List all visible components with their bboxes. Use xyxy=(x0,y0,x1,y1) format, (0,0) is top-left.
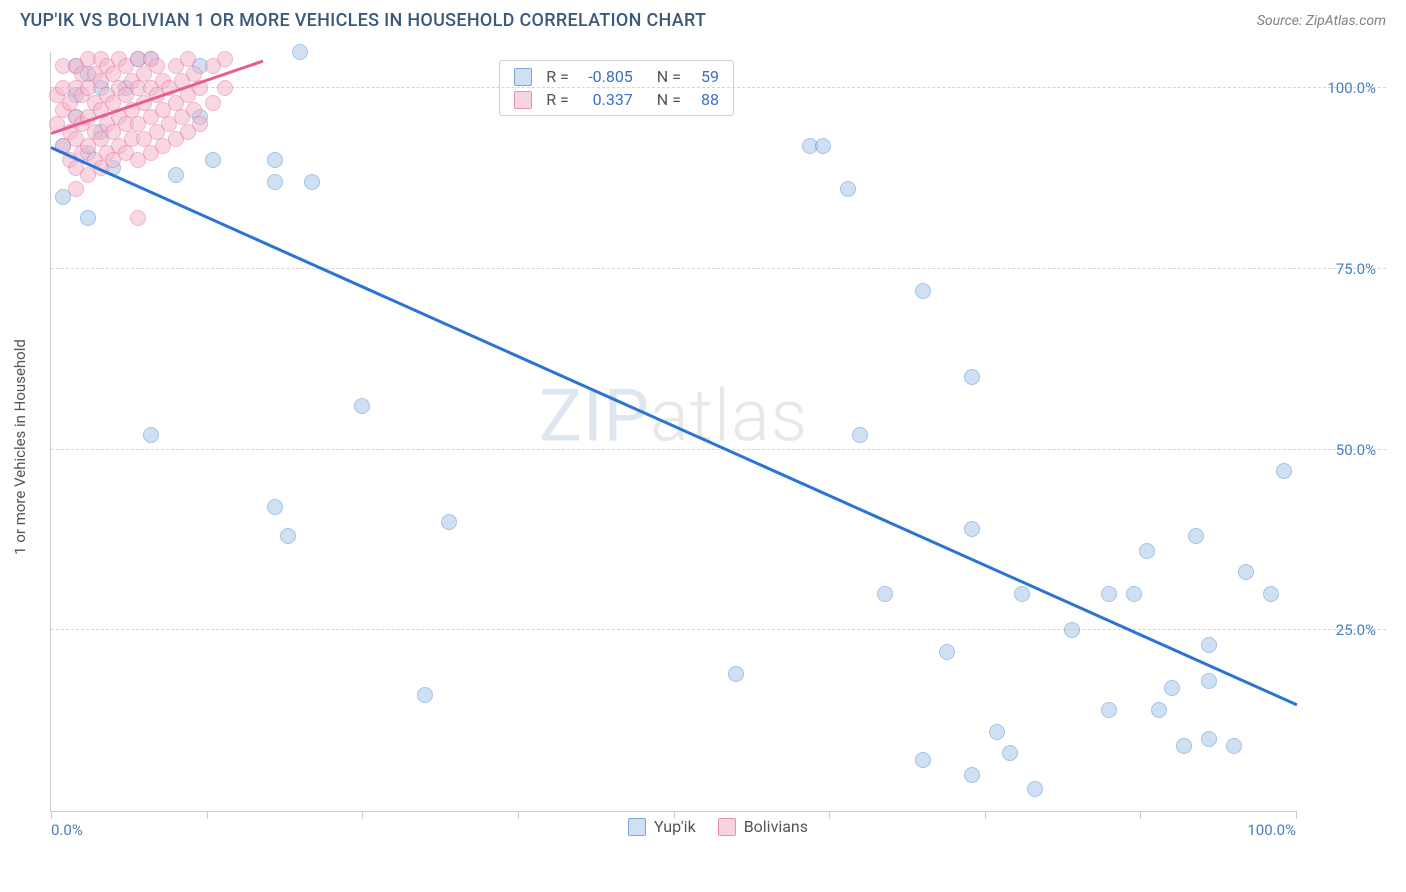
header: YUP'IK VS BOLIVIAN 1 OR MORE VEHICLES IN… xyxy=(0,0,1406,37)
legend-item: Yup'ik xyxy=(628,817,696,836)
legend-swatch xyxy=(718,818,736,836)
x-tick xyxy=(985,811,986,819)
legend-swatch xyxy=(514,68,532,86)
scatter-point xyxy=(280,528,296,544)
legend-label: Yup'ik xyxy=(654,817,696,836)
x-tick xyxy=(1296,811,1297,819)
scatter-point xyxy=(1014,586,1030,602)
legend-item: Bolivians xyxy=(718,817,808,836)
scatter-point xyxy=(964,369,980,385)
gridline xyxy=(51,87,1386,88)
scatter-point xyxy=(1276,463,1292,479)
scatter-point xyxy=(267,152,283,168)
scatter-point xyxy=(1201,637,1217,653)
plot-area: ZIPatlas R =-0.805N =59R =0.337N =88 25.… xyxy=(50,52,1296,812)
scatter-point xyxy=(292,44,308,60)
r-label: R = xyxy=(546,67,569,86)
scatter-point xyxy=(1101,586,1117,602)
scatter-point xyxy=(852,427,868,443)
watermark: ZIPatlas xyxy=(539,374,808,459)
scatter-point xyxy=(1164,680,1180,696)
legend-stat-row: R = -0.805 N = 59 xyxy=(514,65,719,88)
scatter-point xyxy=(205,152,221,168)
scatter-point xyxy=(1139,543,1155,559)
scatter-point xyxy=(168,167,184,183)
scatter-point xyxy=(989,724,1005,740)
scatter-point xyxy=(354,398,370,414)
n-value: 59 xyxy=(689,67,719,86)
n-value: 88 xyxy=(689,90,719,109)
source-attribution: Source: ZipAtlas.com xyxy=(1257,13,1386,29)
scatter-point xyxy=(815,138,831,154)
scatter-point xyxy=(267,174,283,190)
legend-swatch xyxy=(628,818,646,836)
y-tick-label: 100.0% xyxy=(1327,79,1376,97)
n-label: N = xyxy=(657,90,681,109)
chart-title: YUP'IK VS BOLIVIAN 1 OR MORE VEHICLES IN… xyxy=(20,10,706,31)
scatter-point xyxy=(1027,781,1043,797)
scatter-point xyxy=(939,644,955,660)
scatter-point xyxy=(1226,738,1242,754)
scatter-point xyxy=(877,586,893,602)
x-tick xyxy=(829,811,830,819)
scatter-point xyxy=(143,427,159,443)
scatter-point xyxy=(1126,586,1142,602)
scatter-point xyxy=(192,116,208,132)
gridline xyxy=(51,268,1386,269)
x-tick xyxy=(207,811,208,819)
series-legend: Yup'ik Bolivians xyxy=(628,817,808,836)
scatter-point xyxy=(1151,702,1167,718)
scatter-point xyxy=(1201,673,1217,689)
scatter-point xyxy=(267,499,283,515)
scatter-point xyxy=(1263,586,1279,602)
scatter-point xyxy=(417,687,433,703)
watermark-thin: atlas xyxy=(650,374,808,459)
scatter-point xyxy=(217,51,233,67)
legend-stat-row: R = 0.337 N = 88 xyxy=(514,88,719,111)
gridline xyxy=(51,449,1386,450)
scatter-point xyxy=(130,210,146,226)
scatter-point xyxy=(1002,745,1018,761)
scatter-point xyxy=(1188,528,1204,544)
scatter-point xyxy=(80,210,96,226)
scatter-point xyxy=(441,514,457,530)
scatter-point xyxy=(915,283,931,299)
y-tick-label: 75.0% xyxy=(1336,260,1376,278)
gridline xyxy=(51,629,1386,630)
scatter-point xyxy=(1064,622,1080,638)
legend-label: Bolivians xyxy=(744,817,808,836)
scatter-point xyxy=(840,181,856,197)
x-tick xyxy=(362,811,363,819)
y-tick-label: 50.0% xyxy=(1336,441,1376,459)
r-label: R = xyxy=(546,90,569,109)
scatter-point xyxy=(728,666,744,682)
x-tick xyxy=(1140,811,1141,819)
scatter-point xyxy=(964,767,980,783)
legend-swatch xyxy=(514,91,532,109)
n-label: N = xyxy=(657,67,681,86)
watermark-bold: ZIP xyxy=(539,374,650,459)
scatter-point xyxy=(304,174,320,190)
x-tick-label: 0.0% xyxy=(51,821,83,839)
chart-container: 1 or more Vehicles in Household ZIPatlas… xyxy=(50,52,1386,842)
scatter-point xyxy=(1201,731,1217,747)
x-tick-label: 100.0% xyxy=(1247,821,1296,839)
y-tick-label: 25.0% xyxy=(1336,621,1376,639)
scatter-point xyxy=(1176,738,1192,754)
scatter-point xyxy=(1101,702,1117,718)
trend-line xyxy=(50,146,1297,706)
r-value: 0.337 xyxy=(577,90,633,109)
x-tick xyxy=(51,811,52,819)
x-tick xyxy=(518,811,519,819)
scatter-point xyxy=(205,95,221,111)
r-value: -0.805 xyxy=(577,67,633,86)
scatter-point xyxy=(217,80,233,96)
scatter-point xyxy=(964,521,980,537)
scatter-point xyxy=(915,752,931,768)
y-axis-label: 1 or more Vehicles in Household xyxy=(11,339,29,555)
scatter-point xyxy=(68,181,84,197)
scatter-point xyxy=(1238,564,1254,580)
